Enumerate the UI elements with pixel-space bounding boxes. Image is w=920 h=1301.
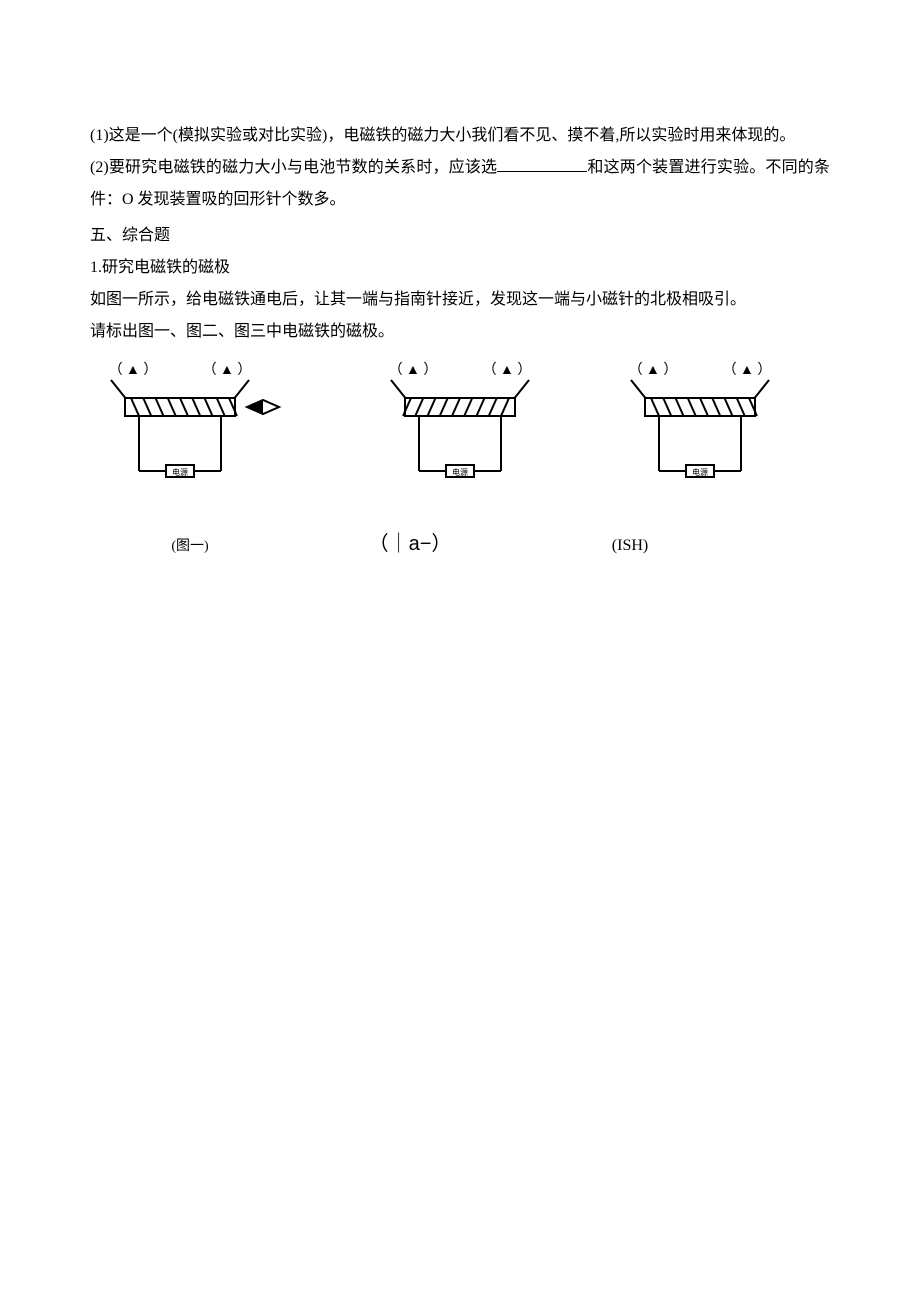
svg-text:（ ▲ ）: （ ▲ ） (203, 362, 252, 378)
diagram-fig-2: （ ▲ ） （ ▲ ） 电源 (370, 358, 570, 508)
q2-part-a: (2)要研究电磁铁的磁力大小与电池节数的关系时，应该选 (90, 159, 497, 176)
svg-text:电源: 电源 (172, 467, 188, 477)
diagram-container: （ ▲ ） （ ▲ ） 电源 （ ▲ ） （ ▲ ） 电源 （ ▲ ） （ ▲ ） 电源 (图一… (90, 358, 830, 564)
caption-row: (图一) （｜a−） (ISH) (90, 524, 730, 564)
electromagnet-svg: （ ▲ ） （ ▲ ） 电源 (610, 358, 810, 508)
paragraph-q1: (1)这是一个(模拟实验或对比实验)，电磁铁的磁力大小我们看不见、摸不着,所以实… (90, 120, 830, 152)
svg-text:电源: 电源 (452, 467, 468, 477)
diagram-fig-3: （ ▲ ） （ ▲ ） 电源 (610, 358, 810, 508)
svg-text:（ ▲ ）: （ ▲ ） (389, 362, 438, 378)
page: (1)这是一个(模拟实验或对比实验)，电磁铁的磁力大小我们看不见、摸不着,所以实… (0, 0, 920, 624)
svg-text:电源: 电源 (692, 467, 708, 477)
caption-fig3: (ISH) (530, 530, 730, 562)
paragraph-q2: (2)要研究电磁铁的磁力大小与电池节数的关系时，应该选和这两个装置进行实验。不同… (90, 152, 830, 216)
electromagnet-svg: （ ▲ ） （ ▲ ） 电源 (90, 358, 330, 508)
svg-text:（ ▲ ）: （ ▲ ） (483, 362, 532, 378)
svg-text:（ ▲ ）: （ ▲ ） (109, 362, 158, 378)
q1-title: 1.研究电磁铁的磁极 (90, 252, 830, 284)
diagram-fig-1: （ ▲ ） （ ▲ ） 电源 (90, 358, 330, 508)
electromagnet-svg: （ ▲ ） （ ▲ ） 电源 (370, 358, 570, 508)
caption-fig1: (图一) (90, 533, 290, 561)
caption-fig2: （｜a−） (290, 524, 530, 564)
fill-blank[interactable] (497, 155, 587, 172)
svg-text:（ ▲ ）: （ ▲ ） (629, 362, 678, 378)
q1-line1: 如图一所示，给电磁铁通电后，让其一端与指南针接近，发现这一端与小磁针的北极相吸引… (90, 284, 830, 316)
q1-line2: 请标出图一、图二、图三中电磁铁的磁极。 (90, 316, 830, 348)
section-5-title: 五、综合题 (90, 220, 830, 252)
diagram-row: （ ▲ ） （ ▲ ） 电源 （ ▲ ） （ ▲ ） 电源 （ ▲ ） （ ▲ ） 电源 (90, 358, 810, 508)
svg-text:（ ▲ ）: （ ▲ ） (723, 362, 772, 378)
